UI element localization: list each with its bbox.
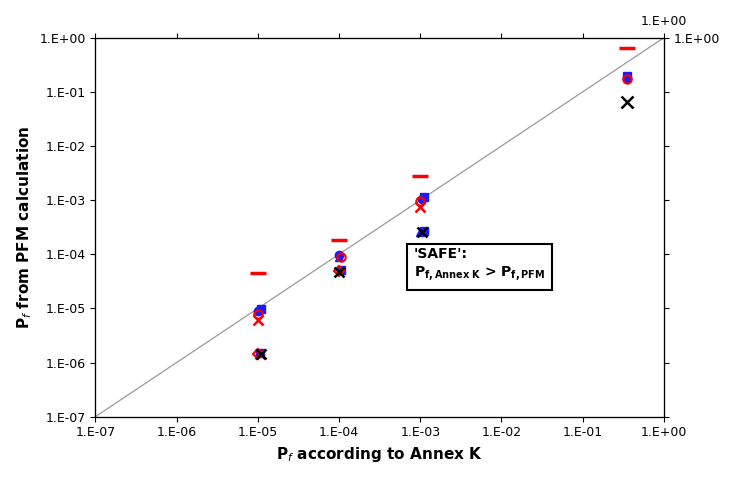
Text: 'SAFE':
$\mathbf{P_{f,Annex\ K}}$ > $\mathbf{P_{f,PFM}}$: 'SAFE': $\mathbf{P_{f,Annex\ K}}$ > $\ma…: [414, 247, 545, 283]
Y-axis label: P$_f$ from PFM calculation: P$_f$ from PFM calculation: [15, 125, 34, 329]
X-axis label: P$_f$ according to Annex K: P$_f$ according to Annex K: [276, 445, 483, 464]
